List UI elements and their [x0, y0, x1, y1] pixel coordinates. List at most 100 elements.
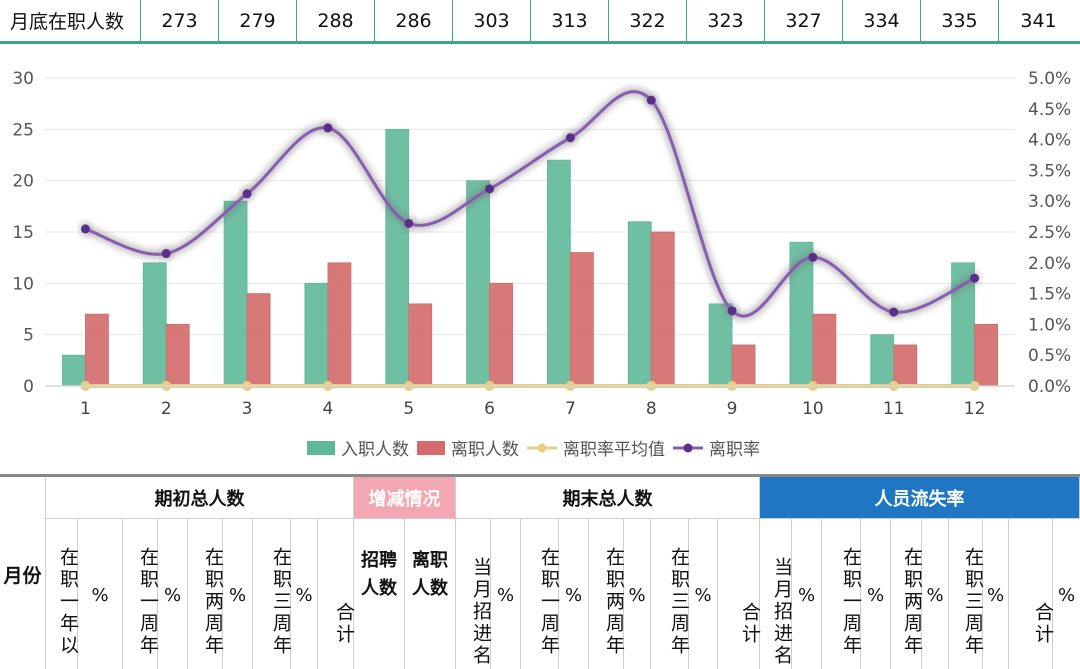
bar-hires [142, 262, 167, 387]
col-3-year: 在职三周年 [651, 519, 690, 669]
group-change: 增减情况 [354, 477, 456, 519]
col-leave-count: 离职人数 [405, 519, 456, 669]
y2-tick-label: 3.5% [1028, 161, 1071, 181]
col-new-hires-month: 当月招进名 [456, 519, 492, 669]
y2-tick-label: 4.5% [1028, 100, 1071, 120]
y2-tick-label: 0.5% [1028, 346, 1071, 366]
group-opening-headcount: 期初总人数 [46, 477, 354, 519]
bar-hires [466, 180, 490, 387]
col-percent: % [158, 519, 188, 669]
col-1-year: 在职一周年 [822, 519, 862, 669]
col-recruit-count: 招聘人数 [354, 519, 405, 669]
bar-hires [547, 159, 571, 387]
headcount-cell: 273 [141, 0, 219, 41]
bar-hires [627, 221, 652, 387]
legend-swatch [307, 441, 335, 455]
y-tick-label: 20 [12, 172, 34, 192]
row-label: 月底在职人数 [0, 0, 141, 41]
col-percent: % [792, 519, 822, 669]
col-percent: % [689, 519, 718, 669]
col-percent: % [624, 519, 651, 669]
bar-leavers [489, 282, 513, 387]
recruit-label: 招聘人数 [361, 550, 397, 599]
y2-tick-label: 1.5% [1028, 285, 1071, 305]
rate-line [84, 90, 976, 318]
bar-leavers [85, 313, 109, 387]
group-closing-headcount: 期末总人数 [456, 477, 760, 519]
headcount-cell: 323 [687, 0, 765, 41]
rate-point [970, 273, 980, 283]
rate-point [242, 189, 252, 199]
headcount-cell: 279 [219, 0, 297, 41]
y2-tick-label: 3.0% [1028, 192, 1071, 212]
y-tick-label: 25 [12, 120, 34, 140]
y2-tick-label: 0.0% [1028, 377, 1071, 397]
col-percent: % [491, 519, 521, 669]
col-percent: % [861, 519, 891, 669]
rate-point [485, 184, 495, 194]
legend-swatch [417, 441, 445, 455]
col-percent: % [922, 519, 949, 669]
x-tick-label: 4 [323, 399, 334, 419]
col-percent: % [1053, 519, 1080, 669]
col-total: 合计 [1009, 519, 1054, 669]
y-tick-label: 30 [12, 69, 34, 89]
x-tick-label: 11 [883, 399, 905, 419]
bar-leavers [165, 323, 190, 387]
legend-label: 入职人数 [341, 440, 409, 460]
bar-leavers [327, 262, 352, 387]
col-2-year: 在职两周年 [891, 519, 923, 669]
x-tick-label: 6 [484, 399, 495, 419]
monthly-headcount-row: 月底在职人数 273 279 288 286 303 313 322 323 3… [0, 0, 1080, 44]
x-tick-label: 8 [646, 399, 657, 419]
bar-hires [304, 282, 329, 387]
legend-swatch-dot [537, 443, 547, 453]
col-2-year: 在职两周年 [589, 519, 625, 669]
col-percent: % [291, 519, 318, 669]
turnover-table: 月份 期初总人数 增减情况 期末总人数 人员流失率 在职一年以 % 在职一周年 … [0, 474, 1080, 669]
col-3-year: 在职三周年 [253, 519, 292, 669]
bar-leavers [408, 303, 433, 387]
rate-point [565, 133, 575, 143]
bar-leavers [570, 252, 594, 387]
headcount-cell: 288 [297, 0, 375, 41]
rate-point [646, 95, 656, 105]
bar-leavers [731, 344, 756, 387]
bar-leavers [893, 344, 918, 387]
rate-point [808, 252, 818, 262]
rate-point [889, 307, 899, 317]
headcount-cell: 335 [921, 0, 999, 41]
rate-point [80, 224, 90, 234]
month-header: 月份 [0, 477, 46, 669]
rate-line-shadow [84, 87, 977, 321]
y-tick-label: 15 [12, 223, 34, 243]
headcount-cell: 341 [1020, 9, 1057, 32]
col-percent: % [559, 519, 589, 669]
x-tick-label: 12 [964, 399, 986, 419]
y2-tick-label: 5.0% [1028, 69, 1071, 89]
headcount-cell: 286 [375, 0, 453, 41]
x-tick-label: 5 [403, 399, 414, 419]
headcount-cell: 334 [843, 0, 921, 41]
bar-hires [385, 128, 410, 387]
bar-hires [870, 334, 895, 387]
leave-label: 离职人数 [412, 550, 448, 599]
combo-chart: 0510152025300.0%0.5%1.0%1.5%2.0%2.5%3.0%… [12, 69, 1071, 460]
group-turnover-rate: 人员流失率 [760, 477, 1080, 519]
legend-label: 离职率平均值 [563, 440, 665, 460]
x-tick-label: 3 [242, 399, 253, 419]
rate-point [404, 218, 414, 228]
legend-swatch-dot [683, 443, 693, 453]
y-tick-label: 5 [23, 326, 34, 346]
x-tick-label: 9 [727, 399, 738, 419]
rate-point [161, 249, 171, 259]
y-tick-label: 0 [23, 377, 34, 397]
y2-tick-label: 2.0% [1028, 254, 1071, 274]
col-1-year: 在职一周年 [521, 519, 560, 669]
col-3-year: 在职三周年 [949, 519, 984, 669]
col-total: 合计 [718, 519, 761, 669]
col-percent: % [983, 519, 1009, 669]
chart-area: 0 5 10 15 20 25 30 0.0% 0.5% 1.0% 1.5% 2.0% 2.5% 3.0%… [0, 44, 1080, 474]
bar-leavers [650, 231, 675, 387]
headcount-cell: 322 [609, 0, 687, 41]
